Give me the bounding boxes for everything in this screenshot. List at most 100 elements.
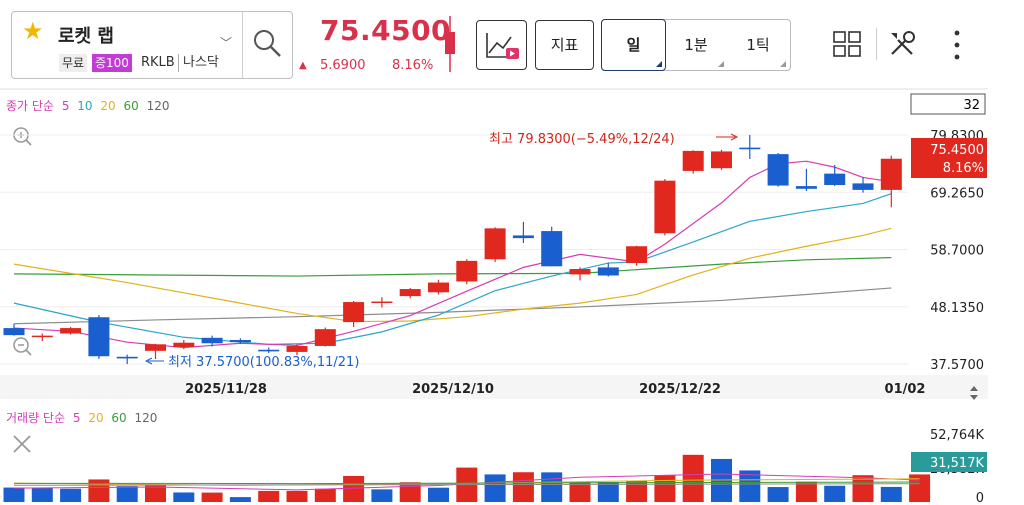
- volume-bar: [428, 487, 449, 502]
- candle-body: [258, 349, 280, 352]
- legend-prefix: 종가 단순: [6, 99, 54, 113]
- chart-type-button[interactable]: [476, 20, 527, 70]
- volume-bar: [116, 486, 138, 502]
- candle-body: [88, 317, 110, 357]
- high-arrow-head: [730, 133, 739, 141]
- volume-bar: [31, 487, 53, 502]
- ma5-line: [13, 160, 892, 349]
- volume-bar: [541, 472, 563, 502]
- candle-body: [711, 151, 732, 169]
- volume-bar: [682, 454, 704, 502]
- price-tick-label: 58.7000: [930, 244, 984, 259]
- period-day-label: 일: [626, 36, 641, 54]
- legend-ma20: 20: [100, 99, 115, 113]
- candle-body: [626, 246, 648, 264]
- date-tick-label: 01/02: [885, 382, 926, 397]
- date-axis: 2025/11/28 2025/12/10 2025/12/22 01/02: [185, 382, 925, 397]
- ma10-line: [13, 193, 892, 345]
- candle-body: [795, 186, 817, 189]
- price-tick-label: 48.1350: [930, 301, 984, 316]
- volume-bar: [343, 475, 365, 502]
- period-1min-label: 1분: [684, 36, 708, 54]
- ma60-line: [13, 257, 892, 277]
- dropdown-corner-icon: [656, 61, 662, 67]
- period-1tick-tab[interactable]: 1틱: [727, 20, 789, 70]
- chart-video-icon: [486, 33, 519, 59]
- ma-legend: 종가 단순 5 10 20 60 120: [6, 99, 170, 113]
- vol-legend-ma20: 20: [88, 411, 103, 425]
- more-options-icon[interactable]: [950, 28, 964, 62]
- volume-ma-line: [13, 473, 920, 491]
- divider: [242, 12, 243, 78]
- volume-bar: [229, 497, 251, 502]
- candle-body: [880, 158, 902, 190]
- candle-body: [201, 337, 223, 344]
- period-1min-tab[interactable]: 1분: [665, 20, 727, 70]
- volume-bar: [60, 488, 82, 502]
- period-day-tab[interactable]: 일: [601, 19, 666, 71]
- candle-body: [428, 282, 449, 293]
- volume-bar: [880, 486, 902, 502]
- close-icon[interactable]: [13, 435, 31, 453]
- settings-tools-icon[interactable]: [886, 28, 918, 60]
- candle-body: [456, 260, 478, 282]
- free-tag: 무료: [59, 54, 88, 72]
- vol-legend-prefix: 거래량 단순: [6, 411, 65, 425]
- volume-bar: [654, 475, 676, 502]
- volume-ma-line: [13, 481, 920, 485]
- top-bar: ★ 로켓 랩 ﹀ 무료 증100 RKLB 나스닥 75.4500 ▲ 5.69…: [0, 0, 1024, 88]
- vol-legend-ma60: 60: [111, 411, 126, 425]
- candle-body: [654, 180, 676, 234]
- vol-legend-ma120: 120: [135, 411, 158, 425]
- volume-bar: [286, 490, 308, 502]
- candle-body: [116, 356, 138, 359]
- market-name: 나스닥: [178, 54, 222, 72]
- candle-body: [343, 302, 365, 323]
- candle-body: [597, 267, 619, 276]
- current-price: 75.4500: [320, 14, 452, 47]
- date-tick-label: 2025/11/28: [185, 382, 267, 397]
- volume-bar: [484, 474, 506, 502]
- current-price-tag: [911, 138, 987, 178]
- candle-body: [739, 147, 761, 150]
- ma120-line: [13, 287, 892, 325]
- zoom-in-icon[interactable]: [13, 127, 32, 146]
- indicator-button[interactable]: 지표: [535, 20, 594, 70]
- volume-bar: [173, 492, 195, 502]
- dropdown-corner-icon: [780, 61, 786, 67]
- volume-bar: [399, 482, 421, 502]
- candle-count-box[interactable]: [910, 93, 986, 115]
- candle-body: [541, 231, 563, 267]
- volume-tick-label: 0: [976, 491, 984, 505]
- chevron-down-icon[interactable]: ﹀: [220, 36, 233, 50]
- volume-bar: [597, 482, 619, 502]
- layout-grid-icon[interactable]: [832, 30, 862, 58]
- legend-ma120: 120: [147, 99, 170, 113]
- price-chart[interactable]: 종가 단순 5 10 20 60 120 32 79.830069.265058…: [0, 88, 1024, 505]
- volume-bar: [371, 489, 393, 502]
- moving-average-lines: [13, 160, 892, 349]
- favorite-star-icon[interactable]: ★: [22, 17, 44, 45]
- volume-bar: [569, 481, 591, 502]
- candle-body: [229, 339, 251, 343]
- volume-bar: [767, 487, 789, 502]
- legend-ma5: 5: [62, 99, 70, 113]
- candle-body: [173, 342, 195, 348]
- volume-bar: [626, 480, 648, 502]
- price-tick-label: 37.5700: [930, 358, 984, 373]
- zoom-out-icon[interactable]: [13, 337, 32, 356]
- candle-body: [286, 345, 308, 352]
- candle-body: [569, 269, 591, 275]
- candle-body: [31, 335, 53, 338]
- current-volume-tag: [911, 452, 987, 472]
- candle-body: [314, 329, 336, 346]
- price-change: 5.6900: [320, 58, 366, 73]
- candle-body: [767, 154, 789, 186]
- resize-arrows-icon[interactable]: [970, 386, 978, 400]
- stock-selector[interactable]: ★ 로켓 랩 ﹀ 무료 증100 RKLB 나스닥: [11, 11, 293, 79]
- stock-name: 로켓 랩: [58, 26, 114, 47]
- search-icon[interactable]: [250, 26, 284, 60]
- volume-bar: [824, 485, 846, 502]
- ticker-symbol: RKLB: [141, 55, 175, 70]
